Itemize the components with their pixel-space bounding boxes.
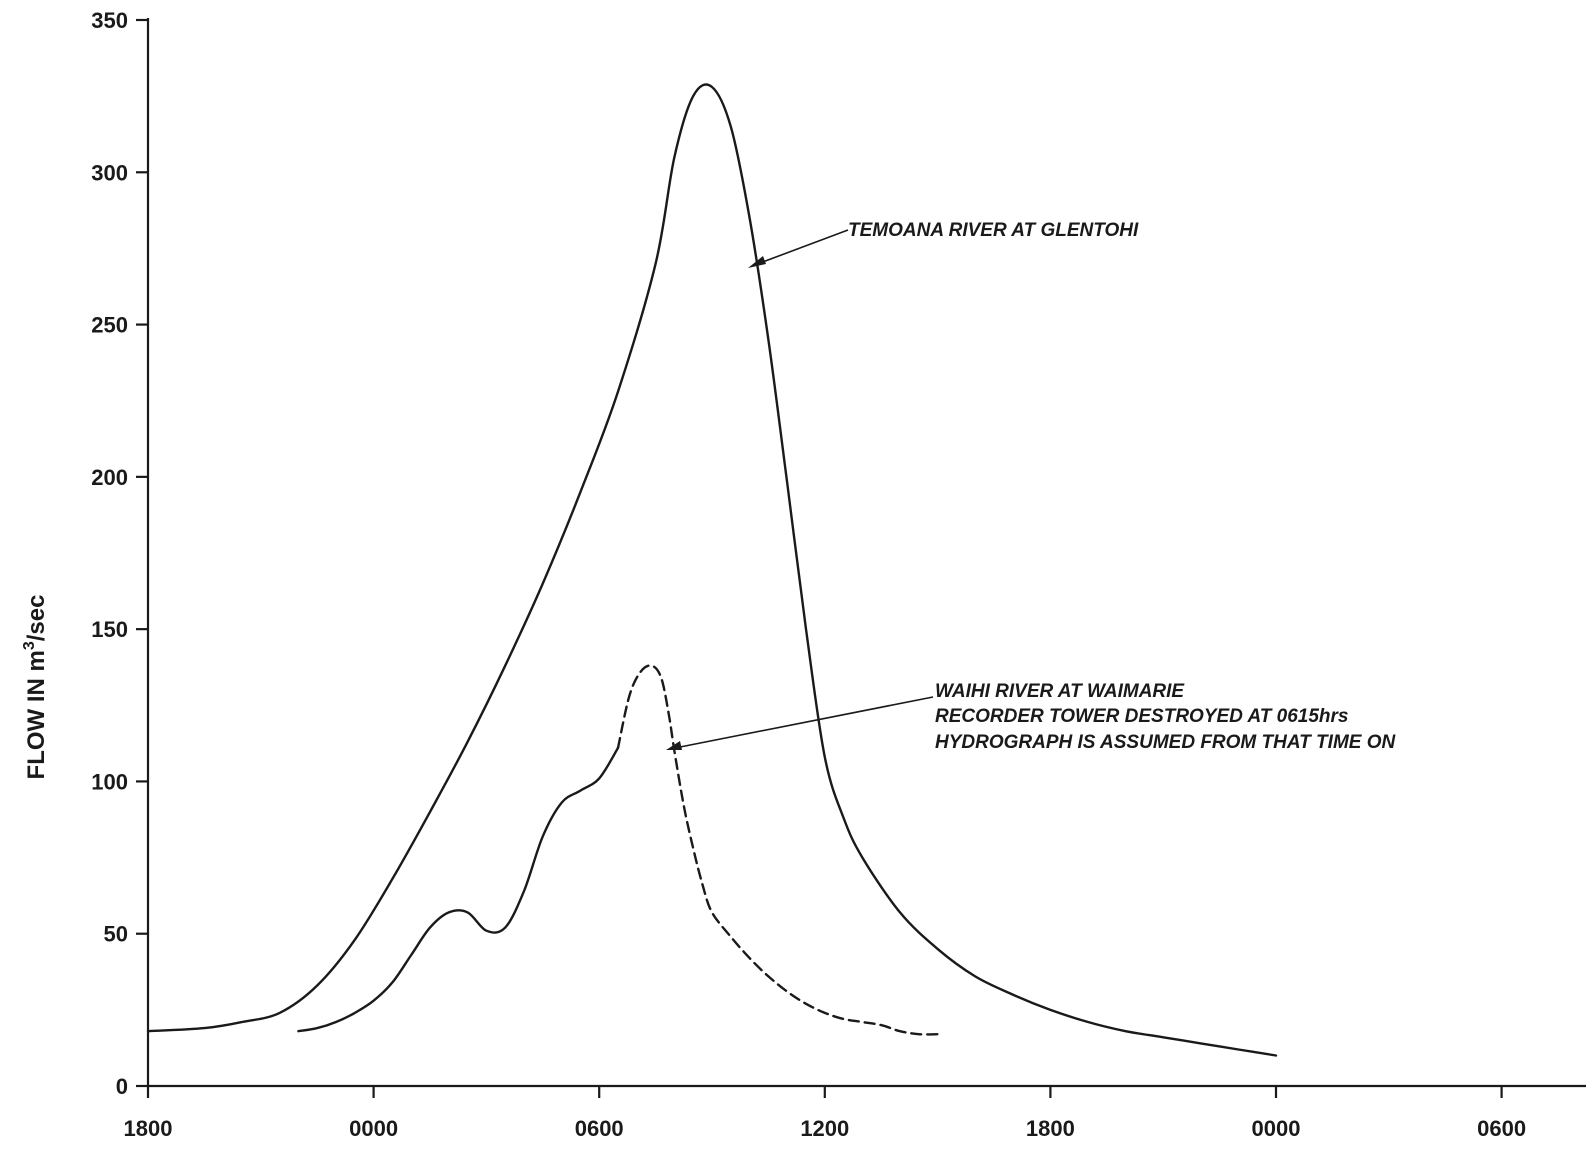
annotation-waihi: WAIHI RIVER AT WAIMARIE RECORDER TOWER D…	[666, 681, 1397, 753]
y-axis-label-sup: 3	[21, 641, 38, 650]
x-tick-label: 1200	[800, 1116, 849, 1141]
x-tick-label: 0600	[1477, 1116, 1526, 1141]
annotation-waihi-assumed: HYDROGRAPH IS ASSUMED FROM THAT TIME ON	[935, 732, 1397, 753]
x-tick-label: 0600	[575, 1116, 624, 1141]
y-tick-label: 50	[104, 922, 128, 947]
y-tick-label: 100	[91, 769, 128, 794]
y-axis-label: FLOW IN m3/sec	[21, 595, 50, 780]
y-tick-label: 300	[91, 160, 128, 185]
x-tick-label: 0000	[1252, 1116, 1301, 1141]
annotation-waihi-arrow	[669, 696, 934, 750]
x-ticks: 1800 0000 0600 1200 1800 0000 0600	[124, 1086, 1526, 1141]
annotation-waihi-arrowhead	[666, 741, 682, 750]
y-tick-label: 350	[91, 8, 128, 33]
y-tick-label: 200	[91, 465, 128, 490]
x-tick-label: 1800	[1026, 1116, 1075, 1141]
y-tick-label: 250	[91, 313, 128, 338]
annotation-temoana-arrowhead	[748, 256, 766, 268]
annotation-temoana-arrow	[751, 229, 849, 267]
series-line-temoana	[146, 83, 1278, 1057]
x-tick-label: 0000	[349, 1116, 398, 1141]
y-ticks: 0 50 100 150 200 250 300 350	[91, 8, 148, 1099]
x-tick-label: 1800	[124, 1116, 173, 1141]
annotation-waihi-label: WAIHI RIVER AT WAIMARIE	[935, 681, 1185, 702]
series-line-waihi-assumed	[616, 664, 939, 1036]
y-tick-label: 150	[91, 617, 128, 642]
y-tick-label: 0	[116, 1074, 128, 1099]
y-axis-label-tail: /sec	[23, 595, 50, 642]
y-axis-label-main: FLOW IN m	[23, 650, 50, 779]
series-line-waihi	[297, 746, 620, 1033]
annotation-temoana: TEMOANA RIVER AT GLENTOHI	[748, 220, 1139, 268]
series-layer	[146, 83, 1278, 1057]
annotation-temoana-label: TEMOANA RIVER AT GLENTOHI	[848, 220, 1139, 241]
annotation-waihi-recorder: RECORDER TOWER DESTROYED AT 0615hrs	[935, 706, 1349, 727]
